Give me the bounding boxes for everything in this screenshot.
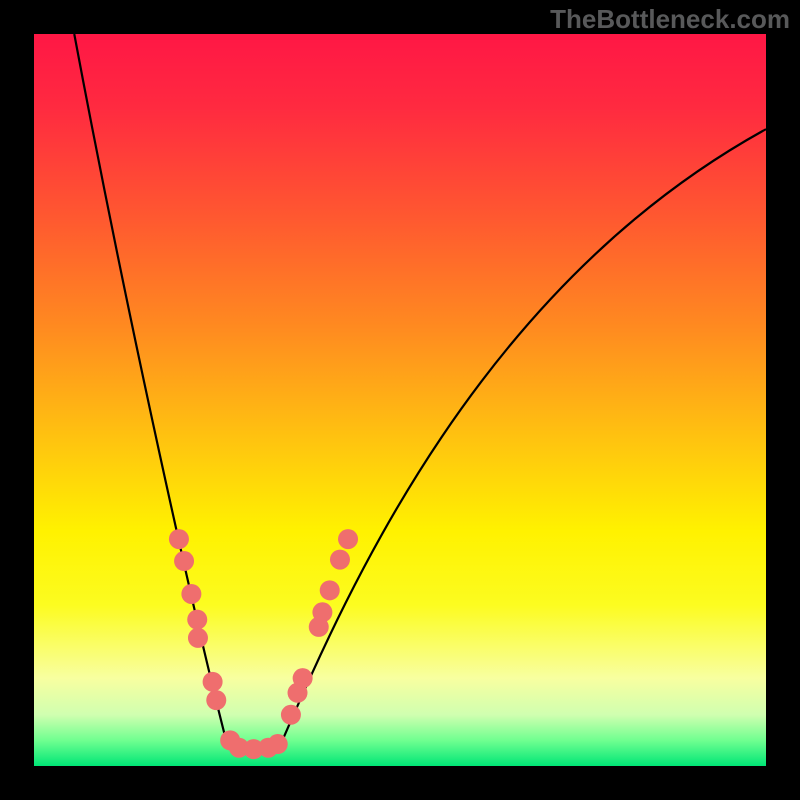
plot-area (34, 34, 766, 766)
data-marker (206, 690, 226, 710)
data-marker (203, 672, 223, 692)
data-marker (338, 529, 358, 549)
data-marker (187, 610, 207, 630)
data-marker (268, 734, 288, 754)
data-marker (293, 668, 313, 688)
data-marker (188, 628, 208, 648)
watermark-text: TheBottleneck.com (550, 4, 790, 35)
data-marker (320, 580, 340, 600)
chart-svg (34, 34, 766, 766)
data-marker (181, 584, 201, 604)
data-marker (312, 602, 332, 622)
gradient-background (34, 34, 766, 766)
data-marker (169, 529, 189, 549)
data-marker (281, 705, 301, 725)
data-marker (174, 551, 194, 571)
data-marker (330, 550, 350, 570)
